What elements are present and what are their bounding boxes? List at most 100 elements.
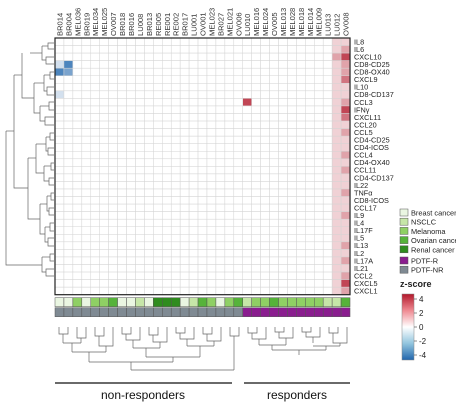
heatmap-cell [224,279,235,288]
heatmap-cell [278,143,288,152]
heatmap-cell [331,75,342,84]
heatmap-cell [251,234,261,243]
heatmap-cell [287,83,297,92]
heatmap-cell [287,37,297,46]
heatmap-cell [206,67,217,76]
heatmap-cell [108,83,118,92]
heatmap-cell [331,135,342,144]
dendrogram-branch [94,327,105,337]
heatmap-cell [206,181,217,190]
heatmap-cell [63,256,74,265]
heatmap-cell [54,241,65,250]
heatmap-cell [278,271,288,280]
dendrogram-branch [39,204,45,235]
heatmap-cell [117,151,127,160]
heatmap-cell [287,120,297,129]
column-label: OV006 [234,12,243,36]
heatmap-cell [179,83,190,92]
heatmap-cell [54,135,65,144]
heatmap-cell [54,113,65,122]
heatmap-cell [305,271,315,280]
heatmap-cell [162,188,172,197]
heatmap-cell [278,120,288,129]
heatmap-cell [153,181,163,190]
heatmap-cell [296,271,306,280]
heatmap-cell [72,188,83,197]
dendrogram-branch [48,177,54,186]
heatmap-cell [144,226,154,235]
legend-label: NSCLC [411,218,437,227]
heatmap-cell [322,120,333,129]
heatmap-cell [331,90,342,99]
heatmap-cell [260,98,270,107]
column-label: MEL016 [252,8,261,36]
heatmap-cell [90,105,100,114]
heatmap-cell [81,37,92,46]
heatmap-cell [269,90,279,99]
cancer-type-cell [215,297,226,307]
heatmap-cell [170,98,181,107]
row-label: CCL3 [354,98,373,107]
heatmap-cell [126,226,136,235]
heatmap-cell [197,241,208,250]
heatmap-cell [242,218,252,227]
dendrogram-branch [33,83,40,114]
heatmap-cell [314,249,324,258]
heatmap-cell [108,271,118,280]
heatmap-cell [251,151,261,160]
heatmap-cell [314,143,324,152]
heatmap-cell [197,45,208,54]
heatmap-cell [108,67,118,76]
heatmap-cell [269,271,279,280]
heatmap-cell [162,158,172,167]
dendrogram-branch [45,268,54,277]
heatmap-cell [322,249,333,258]
heatmap-cell [135,286,145,295]
heatmap-cell [322,234,333,243]
heatmap-cell [162,286,172,295]
heatmap-cell [135,279,145,288]
heatmap-cell [81,83,92,92]
heatmap-cell [251,264,261,273]
heatmap-cell [251,196,261,205]
heatmap-cell [63,249,74,258]
heatmap-cell [179,52,190,61]
heatmap-cell [126,249,136,258]
heatmap-cell [117,135,127,144]
heatmap-cell [126,60,136,69]
heatmap-cell [296,173,306,182]
heatmap-cell [287,203,297,212]
heatmap-cell [90,113,100,122]
heatmap-cell [162,226,172,235]
heatmap-cell [179,151,190,160]
heatmap-cell [99,128,109,137]
heatmap-cell [144,234,154,243]
heatmap-cell [108,218,118,227]
cancer-type-cell [251,297,261,307]
row-label: CCL2 [354,271,373,280]
heatmap-cell [269,113,279,122]
heatmap-cell [269,279,279,288]
heatmap-cell [170,113,181,122]
heatmap-cell [126,234,136,243]
heatmap-cell [197,135,208,144]
heatmap-cell [90,249,100,258]
heatmap-cell [206,120,217,129]
dendrogram-branch [50,192,54,201]
row-label: CD4-ICOS [354,143,389,152]
heatmap-cell [197,286,208,295]
heatmap-cell [90,151,100,160]
column-label: OV001 [199,12,208,36]
heatmap-cell [242,158,252,167]
heatmap-cell [251,105,261,114]
heatmap-cell [278,83,288,92]
heatmap-cell [322,211,333,220]
heatmap-cell [224,188,235,197]
heatmap-cell [206,166,217,175]
heatmap-cell [331,173,342,182]
heatmap-cell [278,166,288,175]
heatmap-cell [314,279,324,288]
heatmap-cell [296,218,306,227]
heatmap-cell [251,135,261,144]
dendrogram-branch [46,86,54,96]
